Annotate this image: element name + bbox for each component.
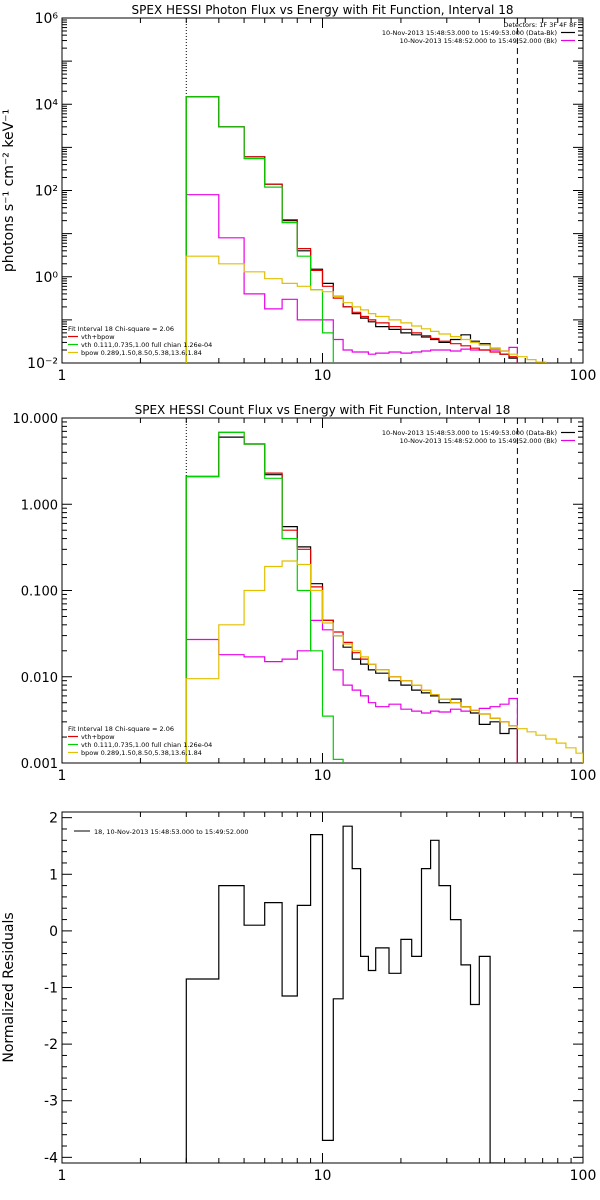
y-tick-label: 10⁶ <box>35 11 59 27</box>
x-tick-label: 1 <box>58 768 67 784</box>
legend-entry: 10-Nov-2013 15:48:53.000 to 15:49:53.000… <box>382 429 557 437</box>
x-tick-label: 1 <box>58 368 67 384</box>
y-tick-label: 0 <box>49 924 58 940</box>
series-line <box>185 560 583 763</box>
series-line <box>185 255 547 363</box>
series-group <box>185 96 547 363</box>
series-line <box>185 96 334 363</box>
x-axis: 1 10 100 <box>58 812 597 1184</box>
panel-count-flux: SPEX HESSI Count Flux vs Energy with Fit… <box>13 403 597 784</box>
y-tick-label: 10⁻² <box>27 356 58 372</box>
x-tick-label: 100 <box>570 368 597 384</box>
y-axis-label: photons s⁻¹ cm⁻² keV⁻¹ <box>1 109 17 272</box>
legend-entry: bpow 0.289,1.50,8.50,5.38,13.6,1.84 <box>81 349 202 357</box>
series-group <box>185 431 583 763</box>
series-line <box>185 825 501 1163</box>
series-line <box>185 431 344 763</box>
x-tick-label: 10 <box>314 1168 332 1184</box>
legend-entry: 10-Nov-2013 15:48:53.000 to 15:49:53.000… <box>382 29 557 37</box>
x-tick-label: 10 <box>314 768 332 784</box>
series-line <box>185 431 518 763</box>
legend-entry: 18, 10-Nov-2013 15:48:53.000 to 15:49:52… <box>94 828 248 836</box>
panel-photon-flux: SPEX HESSI Photon Flux vs Energy with Fi… <box>1 3 597 384</box>
series-line <box>185 96 518 363</box>
series-group <box>185 825 501 1163</box>
y-tick-label: 0.010 <box>21 671 58 686</box>
y-tick-label: 10⁰ <box>35 270 59 286</box>
series-line <box>185 436 518 763</box>
x-tick-label: 100 <box>570 1168 597 1184</box>
y-tick-label: 10⁴ <box>35 97 59 113</box>
y-tick-label: 0.001 <box>21 757 58 772</box>
y-tick-label: -3 <box>44 1094 58 1110</box>
legend-entry: vth 0.111,0.735,1.00 full chian 1.26e-04 <box>81 741 212 749</box>
x-axis: 1 10 100 <box>58 18 597 384</box>
fit-header: Fit Interval 18 Chi-square = 2.06 <box>68 325 174 333</box>
legend-entry: 10-Nov-2013 15:48:52.000 to 15:49:52.000… <box>400 37 557 45</box>
legend-top: 10-Nov-2013 15:48:53.000 to 15:49:53.000… <box>382 429 575 445</box>
series-line <box>185 194 518 363</box>
legend-detectors: Detectors: 1F 3F 4F 8F <box>503 21 577 29</box>
legend-top: 18, 10-Nov-2013 15:48:53.000 to 15:49:52… <box>74 828 248 836</box>
x-tick-label: 10 <box>314 368 332 384</box>
y-tick-label: 1 <box>49 867 58 883</box>
y-axis: 10⁻² 10⁰ 10² 10⁴ 10⁶ <box>27 11 583 372</box>
legend-bottom: Fit Interval 18 Chi-square = 2.06vth+bpo… <box>68 725 212 757</box>
legend-entry: vth+bpow <box>81 733 115 741</box>
y-axis: 0.001 0.010 0.100 1.000 10.000 <box>13 412 583 772</box>
fit-header: Fit Interval 18 Chi-square = 2.06 <box>68 725 174 733</box>
legend-bottom: Fit Interval 18 Chi-square = 2.06vth+bpo… <box>68 325 212 357</box>
y-tick-label: 0.100 <box>21 585 58 600</box>
y-axis: 2 1 0 -1 -2 -3 -4 <box>44 811 583 1166</box>
legend-entry: bpow 0.289,1.50,8.50,5.38,13.6,1.84 <box>81 749 202 757</box>
y-axis-label: Normalized Residuals <box>1 912 17 1062</box>
y-tick-label: -4 <box>44 1150 58 1166</box>
y-tick-label: 10.000 <box>13 412 59 427</box>
y-tick-label: -2 <box>44 1037 58 1053</box>
series-line <box>185 96 518 363</box>
legend-entry: vth+bpow <box>81 333 115 341</box>
chart-title: SPEX HESSI Photon Flux vs Energy with Fi… <box>132 3 514 17</box>
y-tick-label: 10² <box>35 184 58 200</box>
y-tick-label: 1.000 <box>21 498 58 513</box>
chart-title: SPEX HESSI Count Flux vs Energy with Fit… <box>135 403 511 417</box>
legend-entry: vth 0.111,0.735,1.00 full chian 1.26e-04 <box>81 341 212 349</box>
x-tick-label: 100 <box>570 768 597 784</box>
x-tick-label: 1 <box>58 1168 67 1184</box>
legend-entry: 10-Nov-2013 15:48:52.000 to 15:49:52.000… <box>400 437 557 445</box>
y-tick-label: 2 <box>49 811 58 827</box>
y-tick-label: -1 <box>44 981 58 997</box>
